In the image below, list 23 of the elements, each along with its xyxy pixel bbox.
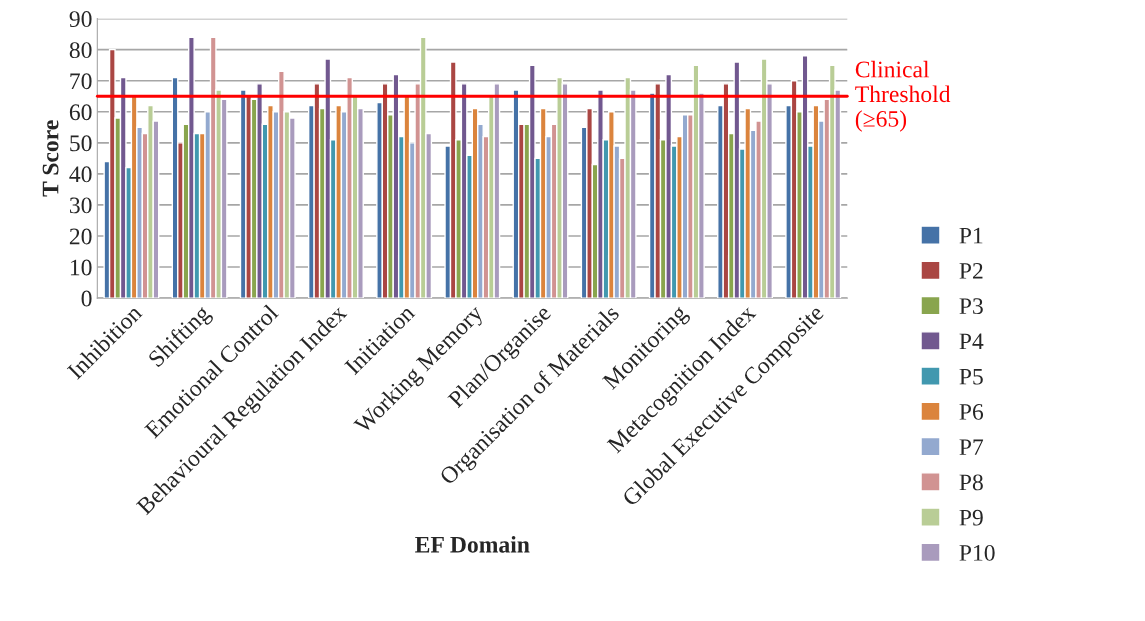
legend-label: P1 xyxy=(959,227,983,244)
y-axis-title: T Score xyxy=(42,120,59,197)
y-tick-label: 90 xyxy=(69,11,92,28)
y-tick-label: 80 xyxy=(69,42,92,59)
legend-label: P8 xyxy=(959,474,983,491)
y-tick-label: 20 xyxy=(69,228,92,245)
x-axis-title: EF Domain xyxy=(415,536,530,553)
y-tick-label: 70 xyxy=(70,73,92,90)
ref-line-label: Clinical Threshold (≥65) xyxy=(855,60,951,132)
legend-label: P10 xyxy=(959,544,995,561)
legend-label: P7 xyxy=(959,439,984,455)
legend-label: P3 xyxy=(959,298,983,315)
legend-label: P2 xyxy=(959,262,983,279)
legend-label: P5 xyxy=(959,368,983,385)
y-tick-label: 60 xyxy=(69,104,92,121)
y-tick-label: 10 xyxy=(70,259,92,276)
legend-label: P4 xyxy=(959,333,984,350)
y-tick-label: 0 xyxy=(81,290,92,307)
legend-label: P6 xyxy=(959,403,984,420)
y-tick-label: 50 xyxy=(70,135,92,152)
legend-label: P9 xyxy=(959,509,983,526)
y-tick-label: 40 xyxy=(69,166,92,183)
y-tick-label: 30 xyxy=(69,197,92,214)
